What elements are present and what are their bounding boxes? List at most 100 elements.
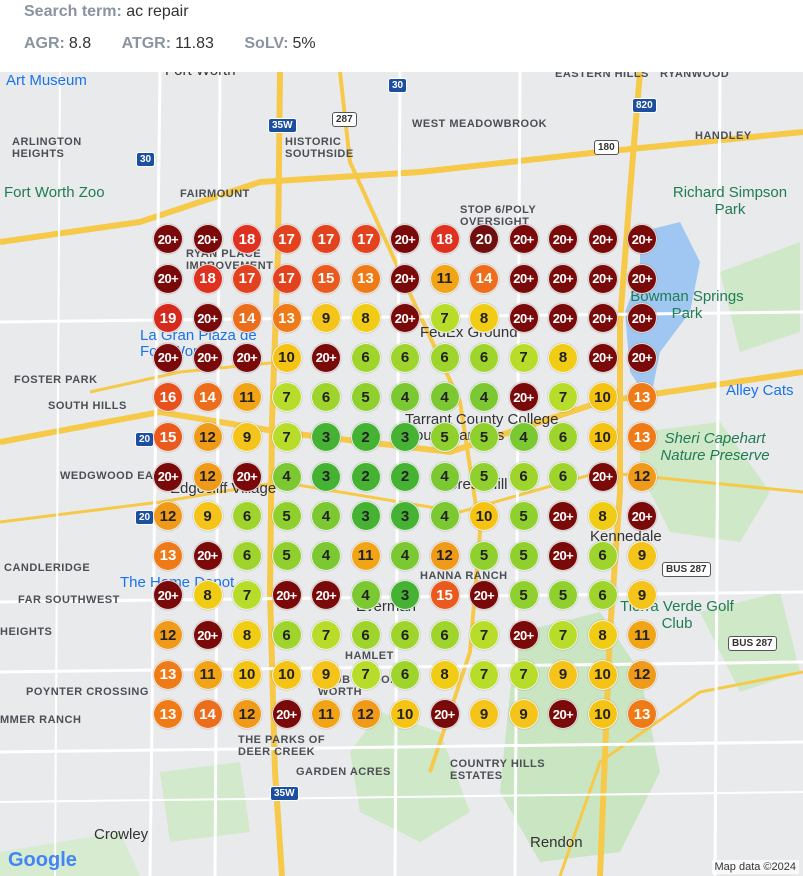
map-place-label[interactable]: Richard Simpson Park bbox=[672, 184, 788, 218]
rank-dot[interactable]: 12 bbox=[192, 422, 223, 452]
rank-dot[interactable]: 20+ bbox=[429, 699, 460, 730]
rank-dot[interactable]: 12 bbox=[627, 659, 657, 690]
rank-dot[interactable]: 12 bbox=[429, 540, 460, 571]
rank-dot[interactable]: 20+ bbox=[587, 263, 618, 294]
map-place-label[interactable]: Alley Cats bbox=[726, 382, 794, 399]
rank-dot[interactable]: 7 bbox=[548, 620, 578, 650]
rank-dot[interactable]: 20+ bbox=[627, 501, 657, 532]
rank-dot[interactable]: 20+ bbox=[390, 224, 420, 254]
rank-dot[interactable]: 20+ bbox=[508, 620, 539, 650]
rank-dot[interactable]: 20+ bbox=[508, 224, 539, 254]
rank-dot[interactable]: 8 bbox=[469, 303, 499, 334]
rank-dot[interactable]: 10 bbox=[232, 659, 262, 690]
rank-dot[interactable]: 6 bbox=[311, 382, 341, 413]
rank-dot[interactable]: 4 bbox=[390, 540, 420, 571]
rank-dot[interactable]: 20+ bbox=[627, 303, 657, 334]
rank-dot[interactable]: 20+ bbox=[311, 580, 341, 611]
rank-dot[interactable]: 12 bbox=[153, 501, 183, 532]
rank-dot[interactable]: 3 bbox=[390, 422, 420, 452]
rank-dot[interactable]: 20+ bbox=[153, 224, 183, 254]
rank-dot[interactable]: 10 bbox=[271, 342, 302, 373]
rank-dot[interactable]: 20+ bbox=[192, 342, 223, 373]
rank-dot[interactable]: 6 bbox=[271, 620, 302, 650]
rank-dot[interactable]: 20+ bbox=[390, 303, 420, 334]
rank-dot[interactable]: 7 bbox=[508, 342, 539, 373]
rank-dot[interactable]: 7 bbox=[232, 580, 262, 611]
rank-dot[interactable]: 5 bbox=[271, 501, 302, 532]
rank-dot[interactable]: 8 bbox=[350, 303, 381, 334]
rank-dot[interactable]: 17 bbox=[271, 224, 302, 254]
rank-dot[interactable]: 4 bbox=[429, 382, 460, 413]
rank-dot[interactable]: 5 bbox=[469, 461, 499, 492]
rank-dot[interactable]: 12 bbox=[232, 699, 262, 730]
rank-dot[interactable]: 20+ bbox=[548, 303, 578, 334]
rank-dot[interactable]: 20+ bbox=[548, 263, 578, 294]
rank-dot[interactable]: 12 bbox=[350, 699, 381, 730]
rank-dot[interactable]: 5 bbox=[548, 580, 578, 611]
rank-dot[interactable]: 7 bbox=[311, 620, 341, 650]
map-place-label[interactable]: Fort Worth Zoo bbox=[4, 184, 105, 201]
rank-dot[interactable]: 5 bbox=[508, 501, 539, 532]
rank-dot[interactable]: 4 bbox=[271, 461, 302, 492]
rank-dot[interactable]: 6 bbox=[350, 620, 381, 650]
rank-dot[interactable]: 20+ bbox=[627, 224, 657, 254]
rank-dot[interactable]: 17 bbox=[311, 224, 341, 254]
rank-dot[interactable]: 3 bbox=[311, 461, 341, 492]
rank-dot[interactable]: 3 bbox=[311, 422, 341, 452]
rank-dot[interactable]: 6 bbox=[232, 501, 262, 532]
rank-dot[interactable]: 2 bbox=[350, 461, 381, 492]
rank-dot[interactable]: 20+ bbox=[153, 461, 183, 492]
rank-dot[interactable]: 20+ bbox=[627, 263, 657, 294]
rank-dot[interactable]: 20+ bbox=[548, 699, 578, 730]
rank-dot[interactable]: 20+ bbox=[311, 342, 341, 373]
rank-dot[interactable]: 6 bbox=[232, 540, 262, 571]
rank-dot[interactable]: 9 bbox=[311, 659, 341, 690]
rank-dot[interactable]: 6 bbox=[587, 580, 618, 611]
rank-dot[interactable]: 18 bbox=[232, 224, 262, 254]
rank-dot[interactable]: 6 bbox=[350, 342, 381, 373]
map-place-label[interactable]: Crowley bbox=[94, 826, 149, 843]
rank-dot[interactable]: 20+ bbox=[627, 342, 657, 373]
rank-dot[interactable]: 17 bbox=[271, 263, 302, 294]
rank-dot[interactable]: 9 bbox=[232, 422, 262, 452]
rank-dot[interactable]: 9 bbox=[311, 303, 341, 334]
rank-dot[interactable]: 6 bbox=[429, 342, 460, 373]
map-place-label[interactable]: Bowman Springs Park bbox=[630, 288, 744, 322]
rank-dot[interactable]: 5 bbox=[508, 580, 539, 611]
rank-dot[interactable]: 19 bbox=[153, 303, 183, 334]
map-place-label[interactable]: Kennedale bbox=[590, 528, 662, 545]
rank-dot[interactable]: 7 bbox=[271, 382, 302, 413]
rank-dot[interactable]: 20+ bbox=[508, 382, 539, 413]
rank-dot[interactable]: 7 bbox=[429, 303, 460, 334]
rank-dot[interactable]: 8 bbox=[548, 342, 578, 373]
rank-dot[interactable]: 6 bbox=[469, 342, 499, 373]
map-place-label[interactable]: Sheri Capehart Nature Preserve bbox=[660, 430, 770, 464]
rank-dot[interactable]: 2 bbox=[390, 461, 420, 492]
rank-dot[interactable]: 7 bbox=[548, 382, 578, 413]
rank-dot[interactable]: 13 bbox=[153, 540, 183, 571]
rank-dot[interactable]: 6 bbox=[548, 461, 578, 492]
rank-dot[interactable]: 4 bbox=[508, 422, 539, 452]
rank-dot[interactable]: 20+ bbox=[548, 501, 578, 532]
rank-dot[interactable]: 20+ bbox=[548, 540, 578, 571]
rank-dot[interactable]: 8 bbox=[232, 620, 262, 650]
rank-dot[interactable]: 11 bbox=[429, 263, 460, 294]
rank-dot[interactable]: 9 bbox=[548, 659, 578, 690]
rank-dot[interactable]: 4 bbox=[350, 580, 381, 611]
map-place-label[interactable]: Rendon bbox=[530, 834, 583, 851]
rank-dot[interactable]: 20+ bbox=[390, 263, 420, 294]
rank-dot[interactable]: 13 bbox=[350, 263, 381, 294]
rank-dot[interactable]: 11 bbox=[192, 659, 223, 690]
rank-dot[interactable]: 10 bbox=[271, 659, 302, 690]
rank-dot[interactable]: 13 bbox=[271, 303, 302, 334]
rank-dot[interactable]: 4 bbox=[429, 461, 460, 492]
rank-dot[interactable]: 20+ bbox=[192, 540, 223, 571]
rank-dot[interactable]: 4 bbox=[390, 382, 420, 413]
rank-dot[interactable]: 7 bbox=[469, 620, 499, 650]
rank-dot[interactable]: 9 bbox=[192, 501, 223, 532]
rank-dot[interactable]: 20+ bbox=[192, 620, 223, 650]
rank-dot[interactable]: 20+ bbox=[587, 461, 618, 492]
rank-dot[interactable]: 20+ bbox=[587, 303, 618, 334]
rank-dot[interactable]: 9 bbox=[627, 580, 657, 611]
rank-dot[interactable]: 15 bbox=[153, 422, 183, 452]
